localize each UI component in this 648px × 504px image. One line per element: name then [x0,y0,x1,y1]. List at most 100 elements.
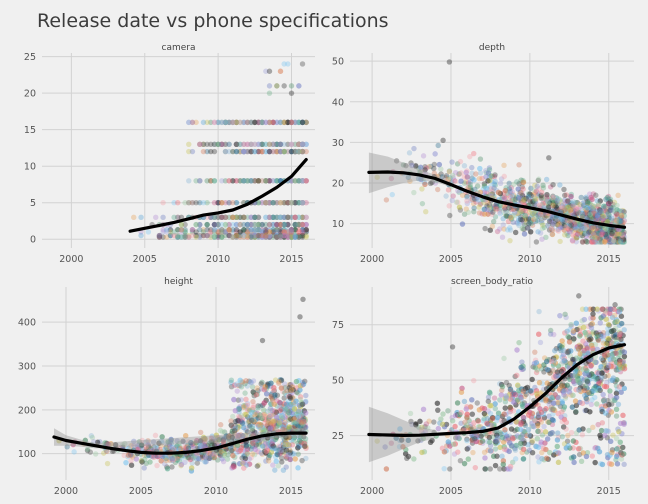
data-point [554,216,561,223]
data-point [498,176,505,182]
data-point [586,228,593,234]
data-point [548,358,555,365]
data-point [222,119,229,126]
data-point [295,413,302,419]
data-point [282,385,288,391]
data-point [543,398,549,404]
data-point [82,437,89,444]
data-point [547,430,553,437]
data-point [260,402,266,409]
data-point [238,445,245,451]
data-point [202,453,209,459]
data-point [584,378,591,385]
data-point [464,174,471,180]
data-point [235,418,241,424]
data-point [603,232,610,238]
data-point [273,434,280,440]
data-point [268,383,274,389]
data-point [595,201,602,208]
data-point [265,415,272,421]
data-point [562,192,568,199]
data-point [268,439,274,445]
data-point [286,434,293,441]
data-point [178,461,185,468]
data-point [520,179,527,185]
data-point [299,178,306,184]
data-point [219,234,225,240]
data-point [178,234,185,240]
data-point [256,421,262,427]
data-point [302,443,308,449]
data-point [222,148,229,155]
data-point [409,162,415,169]
data-point [136,442,142,448]
data-point [596,206,603,213]
data-point [494,187,500,194]
data-point [526,209,533,215]
data-point [276,419,283,426]
data-point [527,199,534,205]
data-point [215,141,221,147]
data-point [252,148,258,155]
data-point [418,437,424,444]
data-point [281,395,287,401]
data-point [274,148,280,155]
data-point [286,384,293,391]
data-point [265,441,271,447]
data-point [484,189,490,196]
data-point [550,182,556,188]
data-point [597,226,603,233]
data-point [490,187,496,194]
data-point [605,372,611,379]
data-point [616,363,622,370]
data-point [303,119,309,126]
data-point [158,458,164,464]
data-point [215,200,221,206]
data-point [556,345,563,351]
data-point [232,407,239,414]
data-point [467,181,473,188]
data-point [443,448,449,454]
data-point [471,177,477,183]
data-point [284,401,290,408]
data-point [303,119,309,126]
data-point [568,205,574,212]
data-point [455,199,461,205]
data-point [573,207,579,213]
data-point [194,437,200,444]
data-point [296,200,302,206]
data-point [282,442,288,449]
data-point [481,183,488,189]
data-point [64,444,70,450]
data-point [282,421,288,428]
data-point [193,234,199,240]
data-point [611,236,617,242]
data-point [420,153,427,159]
data-point [580,205,586,212]
data-point [277,232,284,239]
data-point [568,359,574,366]
data-point [580,239,586,245]
data-point [481,410,488,417]
data-point [474,432,480,439]
data-point [289,405,296,412]
data-point [235,423,241,429]
data-point [259,200,265,206]
data-point [570,224,577,230]
data-point [536,308,542,315]
data-point [270,229,276,235]
data-point [238,418,244,424]
data-point [566,222,573,228]
data-point [616,219,622,225]
data-point [547,204,554,211]
data-point [248,221,254,228]
data-point [617,368,624,375]
data-point [515,195,522,201]
data-point [287,395,294,401]
data-point [618,320,625,327]
data-point [247,407,253,414]
data-point [283,434,289,440]
data-point [492,214,499,220]
data-point [469,175,475,182]
data-point [581,221,588,228]
